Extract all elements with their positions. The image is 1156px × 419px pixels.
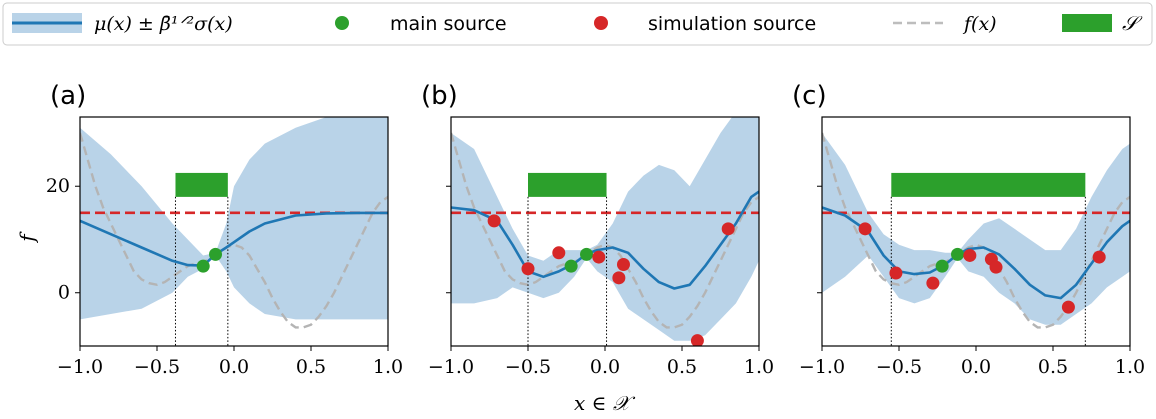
legend-item-main: main source: [335, 13, 507, 35]
x-tick-label: −1.0: [799, 356, 845, 378]
x-tick-label: 0.0: [219, 356, 249, 378]
true-function-line: [451, 132, 759, 329]
simulation-source-point: [963, 248, 977, 262]
set-s-bar: [175, 172, 228, 197]
x-tick-label: 0.5: [667, 356, 697, 378]
panel-c: −1.0 −0.5 0.0 0.5 1.0 (c): [792, 81, 1145, 378]
x-axis-label: x ∈ 𝒳: [574, 391, 636, 415]
x-tick-label: 0.5: [296, 356, 326, 378]
x-tick-label: −0.5: [876, 356, 922, 378]
main-source-point: [580, 247, 594, 261]
simulation-source-point: [552, 246, 566, 260]
simulation-source-point: [1092, 250, 1106, 264]
panel-label: (c): [792, 81, 827, 111]
main-source-point: [196, 259, 210, 273]
legend-item-f: f(x): [893, 13, 997, 35]
panel-label: (a): [50, 81, 86, 111]
simulation-source-point: [989, 260, 1003, 274]
simulation-source-point: [721, 222, 735, 236]
legend-main-marker: [335, 16, 349, 30]
gp-mean-line: [451, 190, 759, 290]
legend-frame: [2, 2, 1153, 46]
legend-sim-label: simulation source: [648, 13, 816, 35]
x-tick-label: 0.0: [961, 356, 991, 378]
set-s-bar: [891, 172, 1086, 197]
legend-item-sim: simulation source: [594, 13, 816, 35]
x-tick-label: 1.0: [744, 356, 774, 378]
x-tick-label: −1.0: [57, 356, 103, 378]
legend: μ(x) ± β̄¹ᐟ²σ(x) main source simulation …: [2, 2, 1153, 46]
legend-gp-label: μ(x) ± β̄¹ᐟ²σ(x): [94, 13, 233, 35]
main-source-point: [935, 259, 949, 273]
plot-area: [822, 132, 1130, 346]
true-function-line: [80, 132, 388, 329]
simulation-source-point: [616, 258, 630, 272]
simulation-source-point: [592, 250, 606, 264]
plot-area: [451, 117, 759, 346]
x-tick-label: 0.5: [1038, 356, 1068, 378]
x-tick-label: −0.5: [505, 356, 551, 378]
set-s-bar: [528, 172, 607, 197]
simulation-source-point: [926, 276, 940, 290]
gp-mean-line: [822, 206, 1130, 300]
x-tick-label: −0.5: [134, 356, 180, 378]
simulation-source-point: [858, 222, 872, 236]
x-tick-label: 1.0: [373, 356, 403, 378]
simulation-source-point: [889, 266, 903, 280]
panel-label: (b): [421, 81, 458, 111]
simulation-source-point: [612, 271, 626, 285]
confidence-band: [80, 117, 388, 320]
true-function-line: [822, 132, 1130, 329]
y-tick-label: 20: [46, 175, 70, 197]
legend-item-gp: μ(x) ± β̄¹ᐟ²σ(x): [12, 13, 233, 35]
legend-set-swatch: [1062, 14, 1112, 32]
x-tick-label: −1.0: [428, 356, 474, 378]
x-tick-label: 1.0: [1115, 356, 1145, 378]
main-source-point: [564, 259, 578, 273]
panel-a: −1.0 −0.5 0.0 0.5 1.0 0 20 (a): [46, 81, 403, 378]
y-tick-label: 0: [58, 282, 70, 304]
legend-sim-marker: [594, 16, 608, 30]
legend-item-set: 𝒮: [1062, 11, 1143, 35]
legend-main-label: main source: [390, 13, 507, 35]
main-source-point: [951, 247, 965, 261]
panel-b: −1.0 −0.5 0.0 0.5 1.0 (b): [421, 81, 774, 378]
y-axis-label: f: [15, 231, 39, 244]
main-source-point: [209, 247, 223, 261]
simulation-source-point: [1061, 300, 1075, 314]
legend-f-label: f(x): [962, 13, 997, 35]
gp-mean-line: [80, 211, 388, 267]
simulation-source-point: [487, 214, 501, 228]
simulation-source-point: [690, 334, 704, 346]
plot-area: [80, 117, 388, 346]
x-tick-label: 0.0: [590, 356, 620, 378]
simulation-source-point: [521, 262, 535, 276]
